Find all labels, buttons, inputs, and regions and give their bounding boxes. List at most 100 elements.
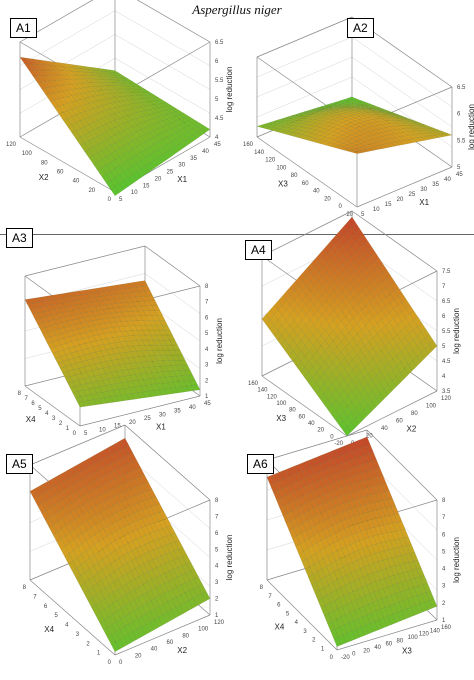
y-tick-label: 100 (276, 165, 287, 171)
box-edge (29, 579, 116, 656)
panel-label-a6: A6 (247, 454, 274, 474)
z-tick-label: 6.5 (457, 85, 466, 91)
surface-plot-a6: -200204060801001201401600123456781234567… (260, 429, 461, 661)
x-tick-label: 120 (441, 396, 452, 402)
z-axis-label: log reduction (225, 535, 234, 581)
y-tick-label: 1 (321, 646, 325, 652)
z-tick-label: 4 (442, 567, 446, 573)
x-tick-label: 35 (432, 182, 439, 188)
x-tick-label: 40 (202, 149, 209, 155)
y-axis-label: X4 (275, 623, 285, 632)
panel-a1: 5 10 15 20 25 30 35 40 45 0 20 40 60 80 100 120 4 4.5 5 5.5… (0, 0, 237, 234)
y-tick-label: 3 (76, 632, 80, 638)
z-tick-label: 5 (457, 165, 461, 171)
x-tick-label: 20 (363, 648, 370, 654)
y-tick-label: 1 (66, 426, 70, 432)
z-tick-label: 1 (215, 613, 219, 619)
box-edge (336, 619, 438, 651)
x-tick-label: 20 (155, 176, 162, 182)
surface-mesh-a3 (24, 280, 201, 408)
x-tick-label: 20 (129, 420, 136, 426)
z-tick-label: 7 (442, 284, 446, 290)
z-tick-label: 6 (215, 59, 219, 65)
x-axis-label: X2 (177, 646, 187, 655)
y-tick-label: 40 (313, 189, 320, 195)
box-edge (266, 579, 338, 651)
y-tick-label: 140 (254, 150, 265, 156)
y-tick-label: 7 (25, 396, 29, 402)
surface-cell (347, 216, 356, 228)
y-axis-label: X2 (39, 173, 49, 182)
x-tick-label: 5 (84, 431, 88, 437)
y-tick-label: 120 (267, 394, 278, 400)
surface-plot-a2: 5 10 15 20 25 30 35 40 45 -200 20 40 60 80 10012014016… (243, 16, 474, 218)
box-edge (256, 16, 353, 58)
y-tick-label: 0 (73, 431, 77, 437)
z-tick-label: 4 (215, 564, 219, 570)
z-axis-label: log reduction (215, 318, 224, 364)
x-tick-label: 30 (178, 163, 185, 169)
y-tick-label: 100 (276, 401, 287, 407)
x-tick-label: 30 (159, 412, 166, 418)
y-tick-label: 8 (18, 391, 22, 397)
z-tick-label: 6 (457, 112, 461, 118)
z-tick-label: 5.5 (457, 138, 466, 144)
tick-labels-a6: -200204060801001201401600123456781234567… (260, 498, 452, 661)
box-edge (24, 385, 81, 427)
z-axis-label: log reduction (452, 308, 461, 354)
x-tick-label: 15 (143, 183, 150, 189)
box-edge (114, 614, 211, 656)
x-tick-label: 15 (385, 202, 392, 208)
z-tick-label: 5 (215, 97, 219, 103)
y-tick-label: 40 (73, 179, 80, 185)
y-tick-label: 100 (22, 151, 33, 157)
box-edge (356, 166, 453, 208)
x-tick-label: 30 (420, 187, 427, 193)
z-axis-label: log reduction (452, 537, 461, 583)
surface-mesh-a1 (19, 57, 211, 196)
panel-a2: 5 10 15 20 25 30 35 40 45 -20 0 20 40 60 80 100 120 140 16… (237, 12, 474, 234)
y-tick-label: 40 (308, 421, 315, 427)
x-tick-label: 120 (214, 620, 225, 626)
surface-plot-a4: 020406080100120-200204060801001201401603… (248, 210, 461, 447)
panel-a3: 5 10 15 20 25 30 35 40 45 0 1 2 3 4 5 6 7 8 1 2 3 4 5 6 7 8 X1 X4 lo… (0, 228, 237, 446)
y-tick-label: 120 (6, 142, 17, 148)
y-tick-label: 7 (33, 594, 37, 600)
x-axis-label: X2 (407, 424, 417, 433)
y-tick-label: 160 (243, 142, 254, 148)
z-tick-label: 6 (215, 531, 219, 537)
y-tick-label: 20 (324, 196, 331, 202)
box-edge (19, 136, 116, 193)
z-tick-label: 7.5 (442, 269, 451, 275)
y-tick-label: 60 (57, 170, 64, 176)
y-tick-label: 140 (257, 388, 268, 394)
x-tick-label: 10 (131, 190, 138, 196)
y-tick-label: 60 (302, 181, 309, 187)
tick-labels-a1: 5 10 15 20 25 30 35 40 45 0 20 40 60 80 100 120 4 4.5 5 5.5… (6, 40, 224, 203)
surface-cell (120, 438, 129, 448)
y-tick-label: 3 (52, 416, 56, 422)
tick-labels-a4: 020406080100120-200204060801001201401603… (248, 269, 452, 447)
x-tick-label: 20 (135, 653, 142, 659)
x-tick-label: 25 (144, 416, 151, 422)
x-tick-label: 40 (444, 177, 451, 183)
surface-mesh-a2 (256, 96, 453, 154)
y-tick-label: 4 (295, 620, 299, 626)
x-tick-label: 20 (366, 434, 373, 440)
x-tick-label: 100 (426, 404, 437, 410)
z-tick-label: 2 (215, 597, 219, 603)
y-axis-label: X4 (26, 415, 36, 424)
y-tick-label: 80 (289, 408, 296, 414)
panel-label-a4: A4 (245, 240, 272, 260)
y-axis-label: X3 (278, 180, 288, 189)
y-tick-label: 60 (299, 414, 306, 420)
y-tick-label: 0 (339, 204, 343, 210)
y-tick-label: 80 (291, 173, 298, 179)
z-tick-label: 5 (442, 344, 446, 350)
surface-cell (139, 280, 148, 287)
x-tick-label: 100 (408, 635, 419, 641)
grid-line (24, 245, 201, 287)
y-tick-label: 20 (317, 428, 324, 434)
z-tick-label: 5.5 (442, 329, 451, 335)
